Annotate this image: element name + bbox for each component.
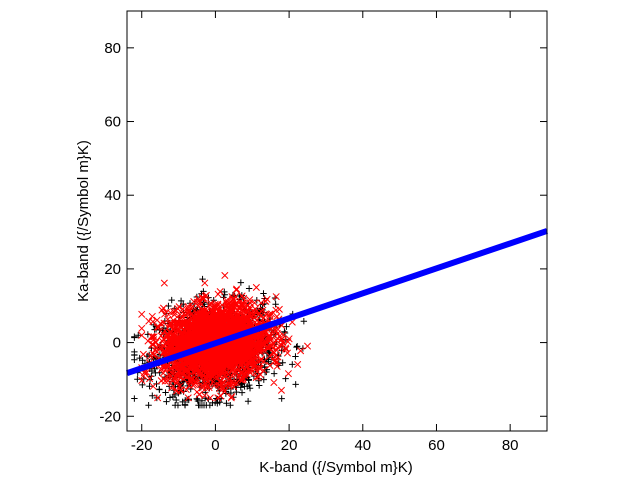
data-marks — [126, 228, 548, 409]
y-tick-label: 20 — [104, 261, 121, 278]
series-cross — [138, 271, 312, 402]
x-axis-label: K-band ({/Symbol m}K) — [259, 459, 412, 476]
fit-line — [126, 228, 548, 376]
x-tick-label: -20 — [131, 437, 153, 454]
plot-frame — [126, 10, 548, 432]
x-tick-label: 0 — [211, 437, 219, 454]
y-tick-label: -20 — [99, 408, 121, 425]
y-tick-label: 0 — [113, 335, 121, 352]
x-tick-label: 80 — [502, 437, 519, 454]
y-tick-label: 80 — [104, 40, 121, 57]
x-tick-label: 60 — [428, 437, 445, 454]
y-tick-label: 40 — [104, 187, 121, 204]
x-tick-label: 40 — [354, 437, 371, 454]
x-tick-label: 20 — [281, 437, 298, 454]
y-axis-label: Ka-band ({/Symbol m}K) — [75, 140, 92, 302]
y-tick-label: 60 — [104, 114, 121, 131]
axes: -20 0 20 40 60 80 -20 0 20 40 60 80 — [99, 11, 547, 454]
cross-markers — [138, 271, 312, 402]
